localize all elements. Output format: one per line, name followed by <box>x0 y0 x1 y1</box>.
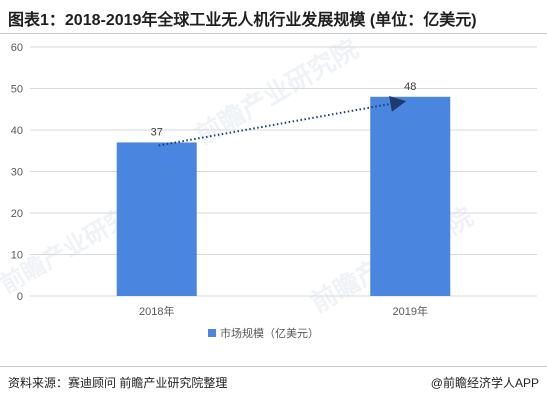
footer-divider <box>0 366 547 367</box>
y-tick-label: 20 <box>11 208 23 220</box>
y-tick-label: 30 <box>11 167 23 179</box>
data-label: 37 <box>151 126 163 138</box>
bar <box>116 142 197 296</box>
data-label: 48 <box>404 81 416 93</box>
title-divider <box>0 33 547 34</box>
source-note: 资料来源：赛迪顾问 前瞻产业研究院整理 <box>8 376 228 390</box>
trend-arrow <box>158 96 407 147</box>
chart-title: 图表1：2018-2019年全球工业无人机行业发展规模 (单位：亿美元) <box>8 12 477 29</box>
y-tick-label: 60 <box>11 42 23 54</box>
legend-swatch <box>208 329 216 337</box>
y-tick-label: 10 <box>11 250 23 262</box>
x-tick-label: 2018年 <box>139 304 174 318</box>
chart-area: 0 10 20 30 40 50 60 37 2018年 48 2019年市场规模（亿美元） <box>0 34 547 364</box>
y-tick-label: 50 <box>11 84 23 96</box>
y-tick-label: 40 <box>11 125 23 137</box>
y-tick-label: 0 <box>17 291 23 303</box>
legend-label: 市场规模（亿美元） <box>220 326 319 340</box>
bar <box>370 96 451 296</box>
credit-note: @前瞻经济学人APP <box>430 376 539 390</box>
x-tick-label: 2019年 <box>393 304 428 318</box>
